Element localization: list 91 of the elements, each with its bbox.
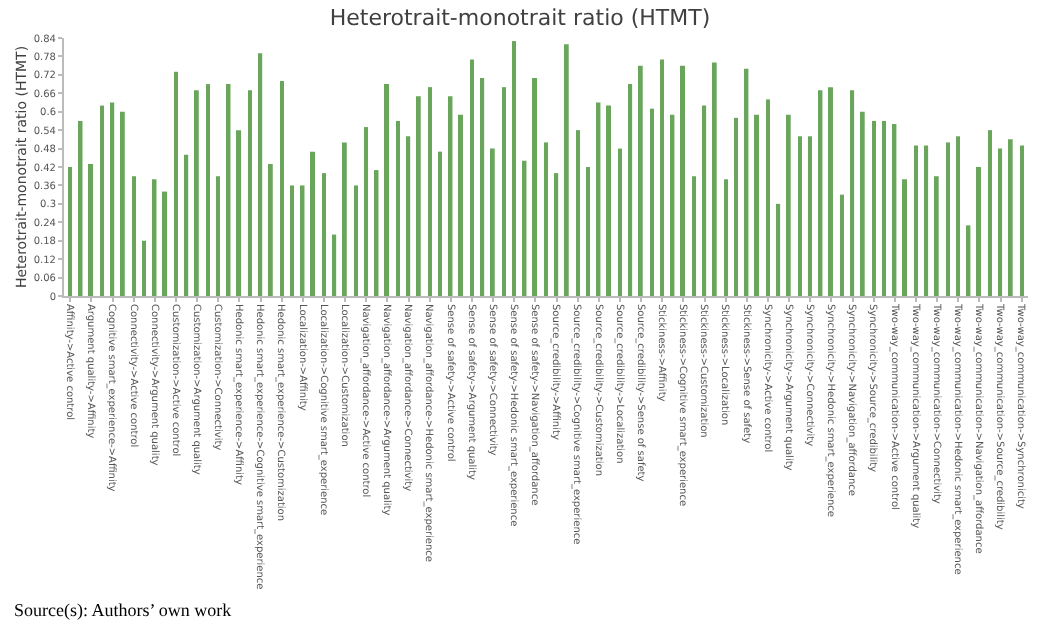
bar [872,120,876,296]
bar [490,148,495,296]
bar [120,111,125,296]
bar [216,176,220,296]
bar [68,167,72,296]
bar [712,62,717,296]
bar [100,105,104,296]
bar [976,167,981,296]
bar [734,117,738,296]
bar [850,90,855,296]
bar [1008,139,1013,296]
bar [310,151,316,296]
bar [342,142,347,296]
bar [564,44,569,296]
bar [322,173,326,296]
bar [946,142,950,296]
bar [142,240,146,296]
bar [470,59,474,296]
bar [364,127,368,296]
bar [840,194,844,296]
bar [110,102,115,296]
bar [428,87,432,296]
bar [374,170,379,296]
bar [914,145,918,296]
bar [596,102,601,296]
bar [544,142,548,296]
bar [828,87,833,296]
bar [448,96,453,296]
bar [78,120,83,296]
bar [332,234,337,296]
bar [268,163,273,296]
bar [744,68,749,296]
bar [606,105,611,296]
bar [532,77,538,296]
bar [724,179,728,296]
bar [206,84,210,296]
bar [354,185,358,296]
bar [480,77,485,296]
bar [280,81,284,296]
bar [396,120,400,296]
bar [786,114,791,296]
bar [576,130,580,296]
bar [416,96,421,296]
bar [998,148,1003,296]
bar [818,90,823,296]
bar [892,124,897,296]
bar [438,151,442,296]
bar [680,65,685,296]
bar [618,148,622,296]
bar [902,179,907,296]
bar [586,167,590,296]
bar [638,65,643,296]
bar [934,176,939,296]
bar [554,173,559,296]
bar [966,225,971,296]
bar [988,130,992,296]
bar [162,191,168,296]
bar [924,145,929,296]
bar [798,136,802,296]
bar [1020,145,1024,296]
bar [702,105,707,296]
bar [808,136,812,296]
bar [184,154,189,296]
bar [692,176,696,296]
bar [670,114,675,296]
bar [650,108,654,296]
bar [194,90,199,296]
bar [458,114,464,296]
bar [956,136,960,296]
bar [174,71,178,296]
bar [406,136,411,296]
bar [502,87,506,296]
bar [236,130,242,296]
chart-title: Heterotrait-monotrait ratio (HTMT) [329,4,711,31]
bar [776,203,781,296]
source-note: Source(s): Authors’ own work [14,600,233,620]
bar [300,185,305,296]
bar [290,185,294,296]
bar [860,111,865,296]
bar [248,90,252,296]
bar [754,114,759,296]
bar [522,160,527,296]
bar [766,99,770,296]
bar [512,41,516,296]
bar [88,163,94,296]
bar [628,84,633,296]
bar [882,120,886,296]
bar [132,176,136,296]
bar [384,84,390,296]
bar [660,59,664,296]
bar [258,53,263,296]
